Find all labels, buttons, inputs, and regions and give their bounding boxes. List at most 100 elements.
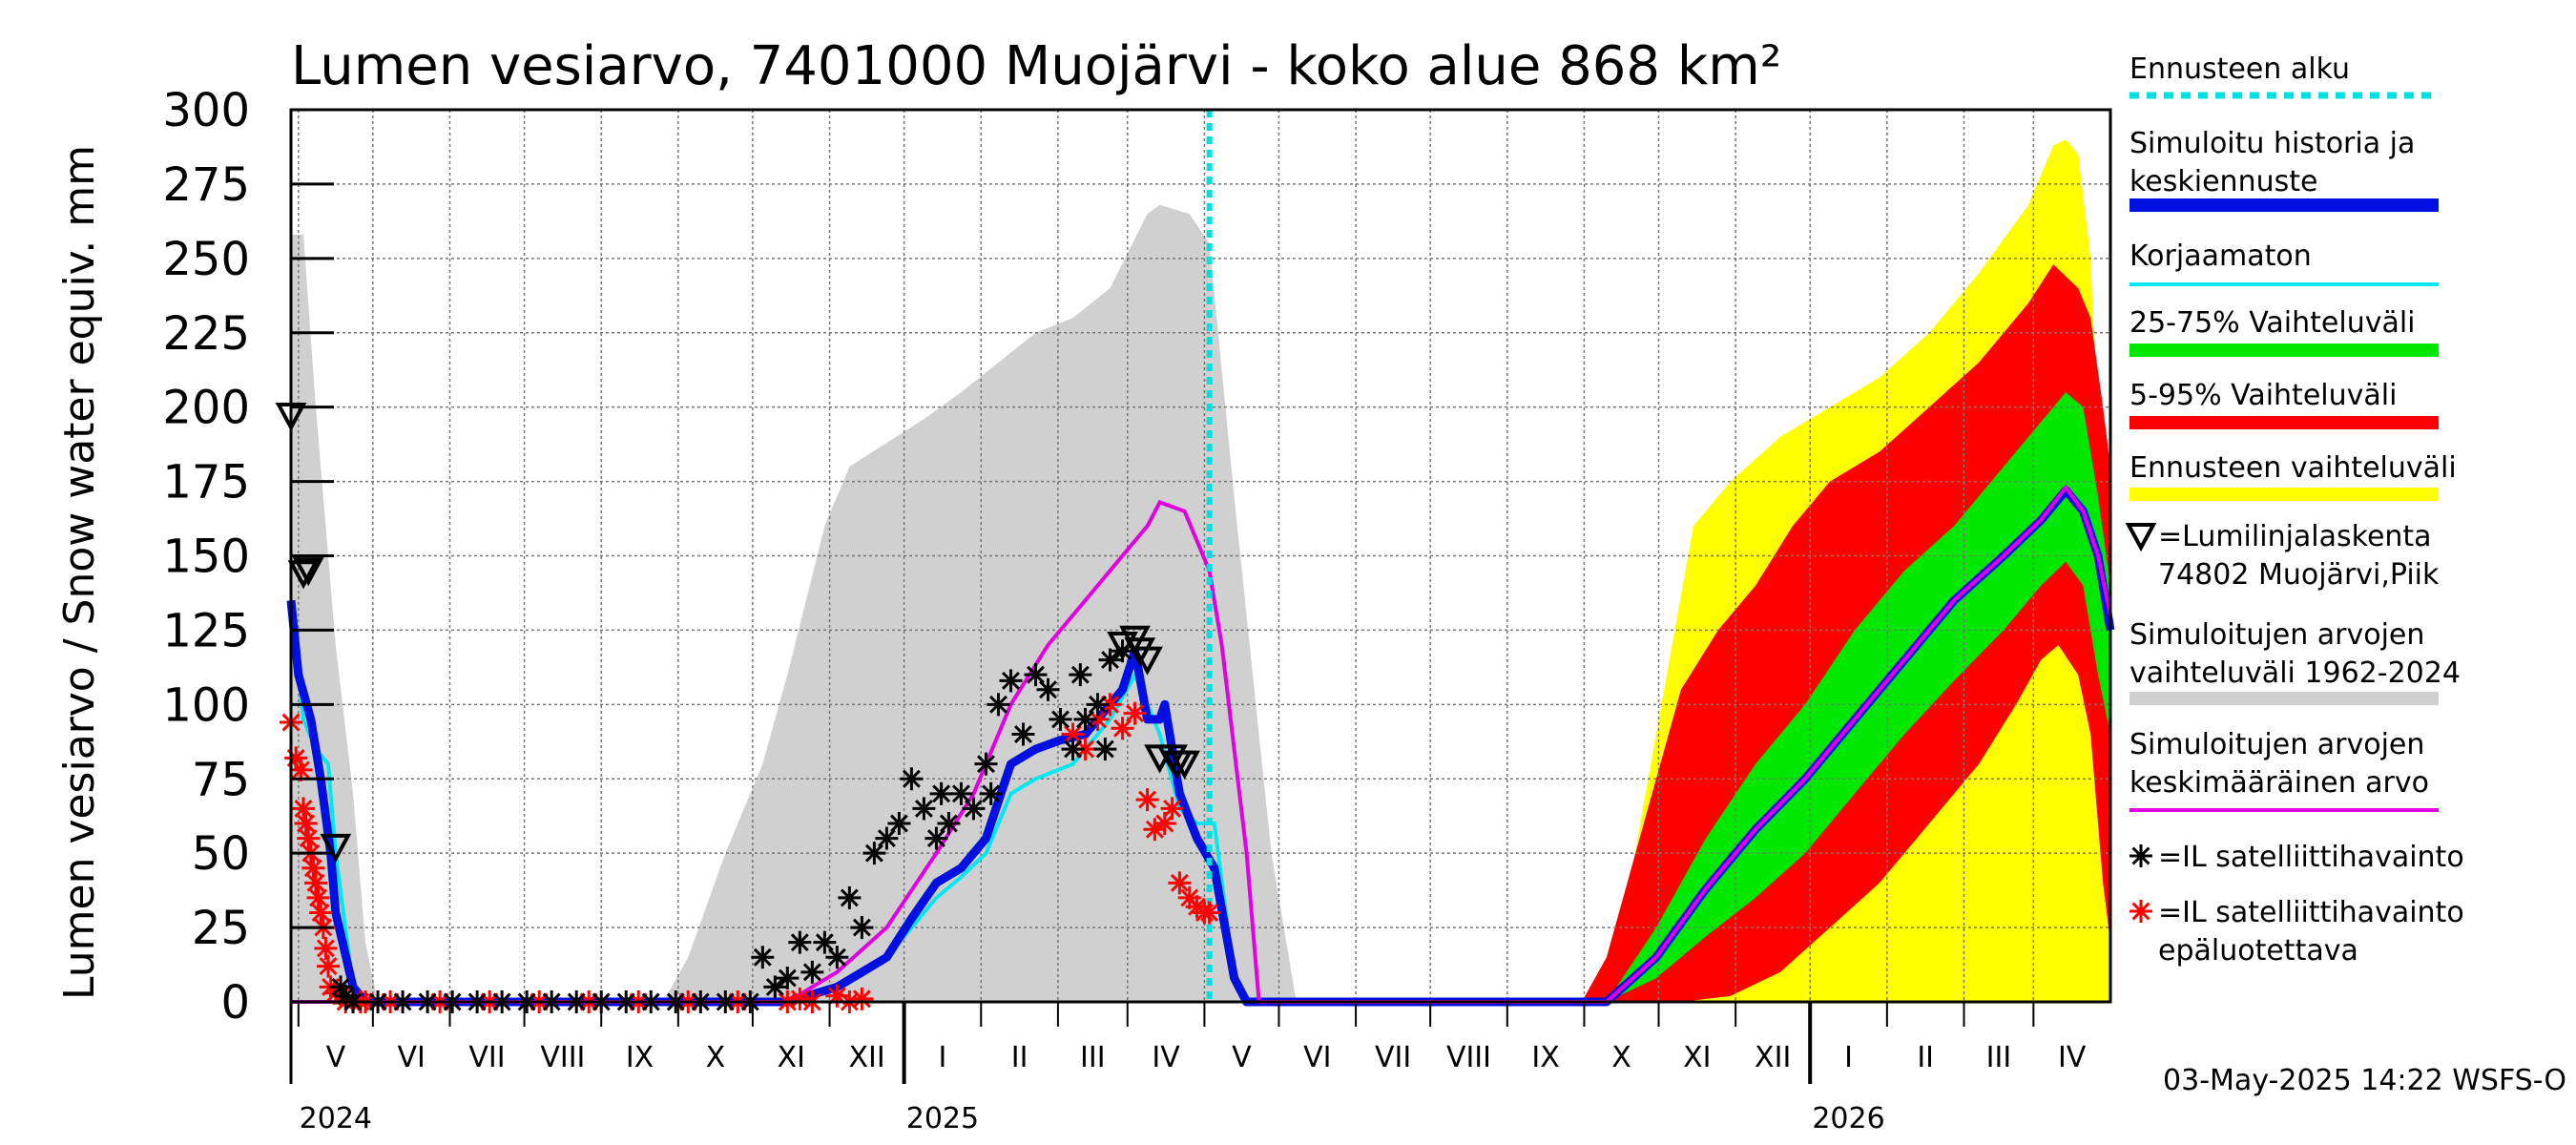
satellite-point [1036, 677, 1060, 701]
satellite-unreliable-point [306, 885, 330, 909]
month-label: X [706, 1041, 726, 1074]
satellite-point [887, 812, 911, 835]
satellite-point [949, 781, 973, 805]
satellite-point [987, 693, 1010, 717]
lumilinja-point [1132, 646, 1163, 676]
month-label: X [1611, 1041, 1631, 1074]
chart-title: Lumen vesiarvo, 7401000 Muojärvi - koko … [291, 35, 1781, 97]
legend-label: Simuloitujen arvojen keskimääräinen arvo [2129, 728, 2429, 800]
satellite-point [937, 812, 961, 835]
month-label: VII [468, 1041, 505, 1074]
month-label: V [1232, 1041, 1252, 1074]
lumilinja-point [287, 560, 320, 590]
month-label: XI [1683, 1041, 1711, 1074]
legend-swatch [2125, 523, 2157, 552]
satellite-unreliable-point [1111, 717, 1134, 740]
year-label: 2025 [906, 1102, 979, 1135]
p5-95-band [1581, 264, 2110, 1003]
month-label: IX [626, 1041, 654, 1074]
year-label: 2024 [300, 1102, 372, 1135]
month-label: II [1011, 1041, 1028, 1074]
lumilinja-point [1124, 637, 1156, 667]
y-tick-label: 0 [220, 976, 250, 1030]
satellite-point [924, 826, 948, 850]
lumilinja-point [320, 833, 352, 864]
month-label: IV [2058, 1041, 2087, 1074]
satellite-unreliable-point [304, 871, 328, 895]
satellite-unreliable-point [294, 812, 318, 835]
satellite-point [1069, 663, 1092, 687]
month-label: VII [1375, 1041, 1411, 1074]
legend-swatch [2129, 844, 2152, 867]
year-label: 2026 [1812, 1102, 1884, 1135]
mean-line [291, 484, 2112, 1004]
satellite-point [776, 967, 800, 990]
satellite-point [1049, 707, 1072, 731]
legend-label: Simuloitu historia ja keskiennuste [2129, 127, 2415, 198]
satellite-point [900, 767, 924, 791]
satellite-point [763, 975, 787, 999]
legend-label: Simuloitujen arvojen vaihteluväli 1962-20… [2129, 618, 2461, 690]
satellite-point [912, 797, 936, 821]
satellite-unreliable-point [1061, 722, 1085, 746]
satellite-point [974, 752, 998, 776]
y-tick-label: 200 [162, 382, 250, 435]
satellite-point [1011, 722, 1035, 746]
satellite-point [825, 946, 849, 969]
satellite-unreliable-point [1135, 788, 1159, 812]
legend-label: Korjaamaton [2129, 239, 2312, 273]
satellite-unreliable-point [314, 936, 338, 960]
y-tick-label: 25 [192, 902, 250, 955]
month-label: IV [1152, 1041, 1180, 1074]
satellite-unreliable-point [850, 987, 874, 1010]
y-tick-label: 300 [162, 84, 250, 137]
satellite-point [813, 930, 837, 954]
legend-swatch [2129, 900, 2152, 923]
satellite-point [1093, 738, 1117, 761]
legend-label: 25-75% Vaihteluväli [2129, 306, 2416, 340]
satellite-unreliable-point [1123, 701, 1147, 725]
satellite-point [850, 916, 874, 940]
month-label: XI [778, 1041, 805, 1074]
timestamp-label: 03-May-2025 14:22 WSFS-O [2163, 1064, 2566, 1097]
month-label: XII [848, 1041, 884, 1074]
y-tick-label: 175 [162, 456, 250, 510]
y-tick-label: 225 [162, 307, 250, 361]
satellite-point [1061, 738, 1085, 761]
y-tick-label: 150 [162, 531, 250, 584]
legend: Ennusteen alku Simuloitu historia ja keski… [2125, 52, 2464, 968]
lumilinja-point [1169, 750, 1200, 780]
satellite-point [962, 797, 986, 821]
satellite-point [1098, 648, 1122, 672]
month-label: V [326, 1041, 346, 1074]
month-label: I [1844, 1041, 1853, 1074]
lumilinja-point [1144, 744, 1175, 774]
satellite-point [862, 842, 886, 865]
satellite-point [788, 930, 812, 954]
sim-range-band [291, 198, 2110, 1002]
month-label: IX [1531, 1041, 1559, 1074]
month-label: II [1917, 1041, 1934, 1074]
lumilinja-point [292, 557, 324, 587]
y-tick-label: 275 [162, 158, 250, 212]
y-axis-label: Lumen vesiarvo / Snow water equiv. mm [55, 145, 104, 1000]
satellite-unreliable-point [1197, 901, 1221, 925]
satellite-point [1073, 707, 1097, 731]
month-label: VI [397, 1041, 425, 1074]
satellite-point [838, 885, 862, 909]
y-tick-label: 250 [162, 233, 250, 286]
satellite-point [800, 960, 824, 984]
y-tick-label: 50 [192, 827, 250, 881]
satellite-unreliable-point [297, 826, 321, 850]
legend-label: =Lumilinjalaskenta 74802 Muojärvi,Piik [2158, 520, 2440, 592]
legend-label: Ennusteen vaihteluväli [2129, 451, 2457, 485]
satellite-unreliable-point [317, 954, 341, 978]
satellite-point [1086, 693, 1110, 717]
legend-label: =IL satelliittihavainto epäluotettava [2158, 896, 2464, 968]
satellite-unreliable-point [292, 797, 316, 821]
satellite-point [979, 781, 1003, 805]
satellite-unreliable-point [1160, 797, 1184, 821]
satellite-unreliable-point [301, 856, 325, 880]
